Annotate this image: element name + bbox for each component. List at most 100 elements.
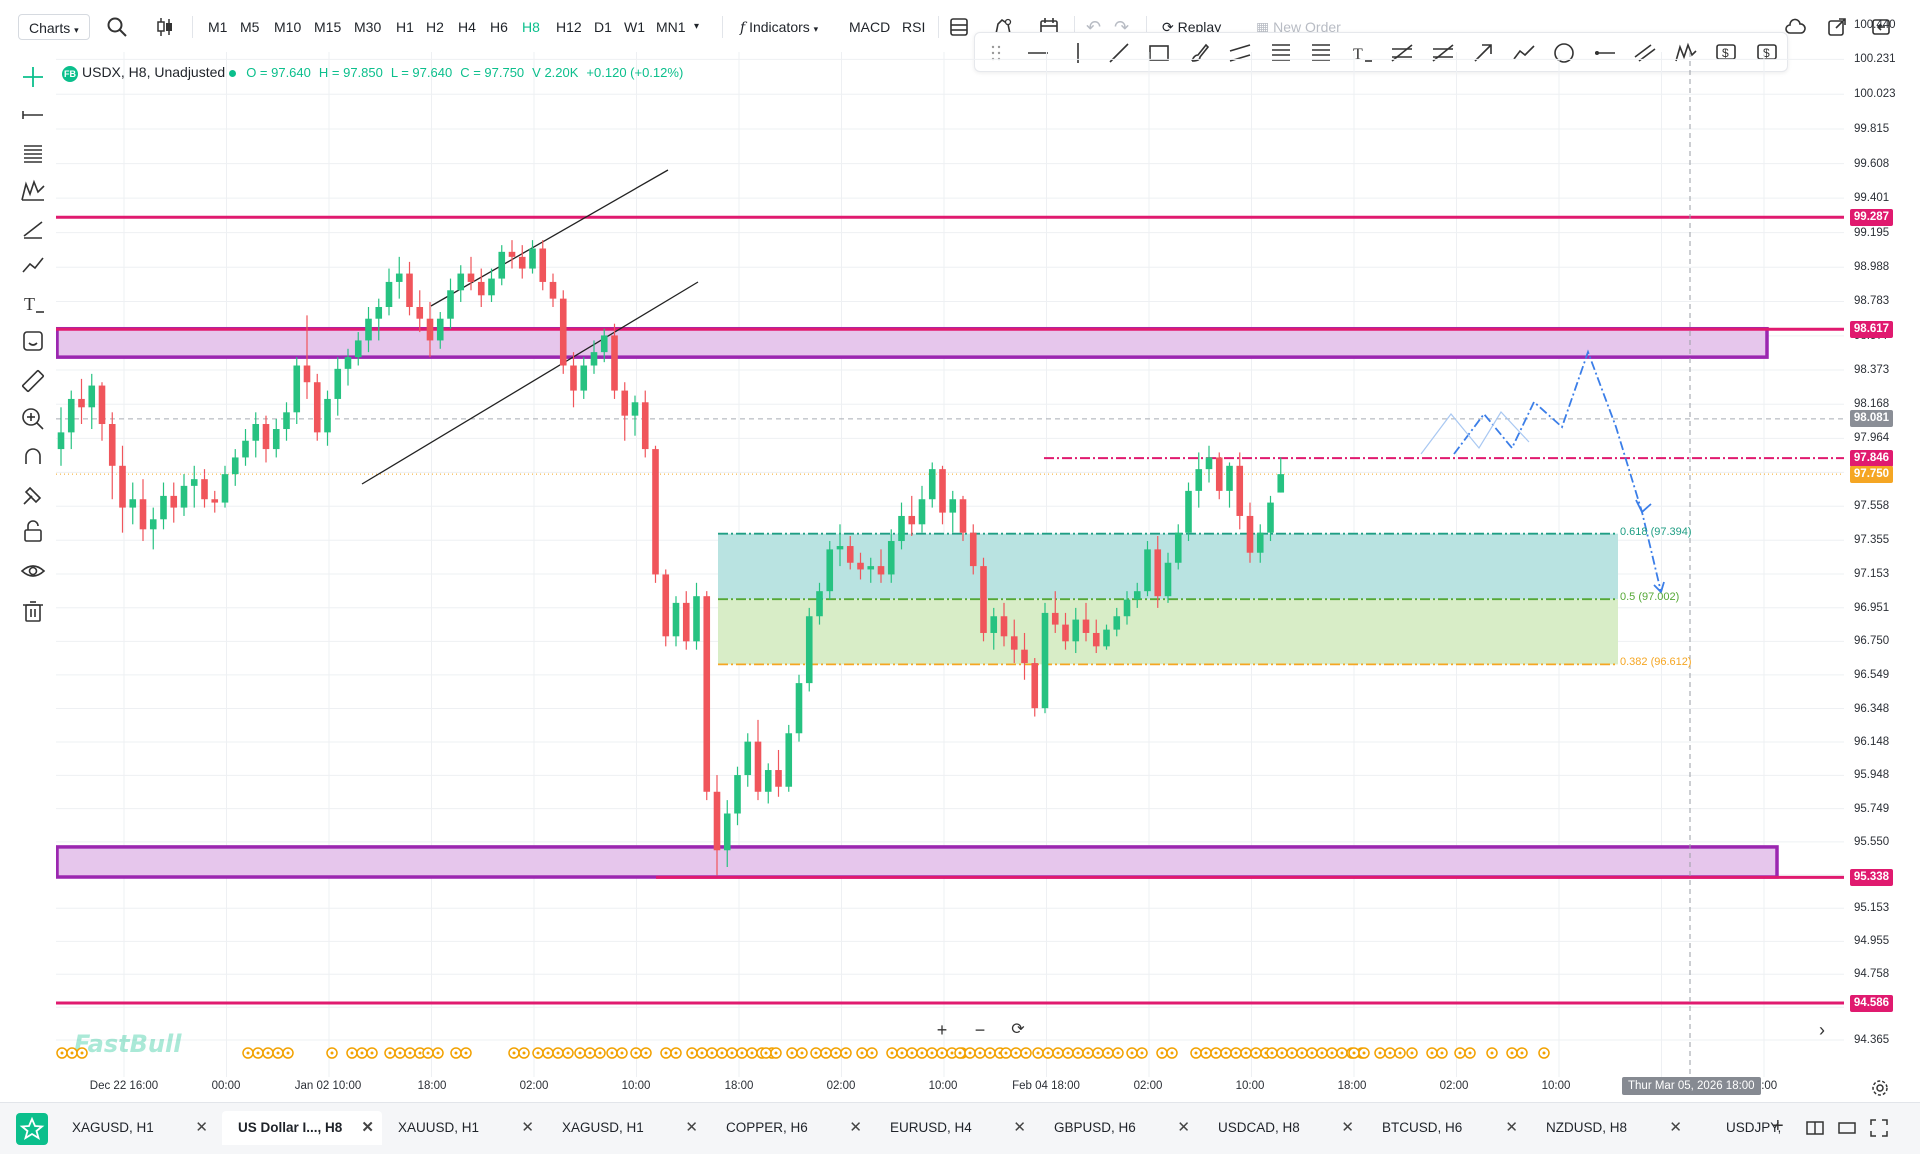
timeframe-d1[interactable]: D1 [594, 19, 612, 35]
templates-button[interactable] [948, 16, 970, 38]
chart-settings-button[interactable] [1870, 1078, 1890, 1098]
candle-body[interactable] [959, 499, 967, 533]
chart-type-button[interactable] [154, 16, 176, 38]
candle-body[interactable] [908, 515, 916, 525]
candle-body[interactable] [1174, 532, 1182, 563]
candle-body[interactable] [744, 741, 752, 776]
visibility-icon[interactable] [20, 558, 46, 584]
candle-body[interactable] [518, 256, 526, 269]
candle-body[interactable] [754, 741, 762, 792]
fib-extension-icon[interactable] [1309, 41, 1333, 65]
gann-icon[interactable] [1431, 41, 1455, 65]
brush-icon[interactable] [1188, 41, 1212, 65]
candle-body[interactable] [990, 616, 998, 633]
zoom-in-button[interactable]: + [936, 1020, 948, 1040]
candle-body[interactable] [365, 318, 372, 341]
candle-body[interactable] [1000, 616, 1008, 637]
indicators-button[interactable]: f Indicators ▾ [740, 14, 818, 40]
timeframe-h8[interactable]: H8 [522, 19, 540, 35]
fib-tools-icon[interactable] [20, 140, 46, 166]
timeframe-h1[interactable]: H1 [396, 19, 414, 35]
wedge-lower-trendline[interactable] [361, 281, 699, 485]
candle-body[interactable] [928, 469, 936, 500]
candle-body[interactable] [354, 340, 362, 358]
candle-body[interactable] [108, 424, 116, 466]
candle-body[interactable] [580, 365, 588, 391]
candle-body[interactable] [980, 566, 987, 633]
zoom-icon[interactable] [20, 406, 46, 432]
candle-body[interactable] [1154, 549, 1162, 597]
layout-button[interactable] [1806, 1119, 1824, 1137]
candle-body[interactable] [160, 495, 167, 520]
candle-body[interactable] [590, 352, 598, 366]
candle-body[interactable] [723, 813, 731, 851]
candle-body[interactable] [764, 770, 772, 792]
candle-body[interactable] [652, 449, 659, 575]
charts-menu-button[interactable]: Charts ▾ [18, 14, 90, 40]
candle-body[interactable] [119, 465, 126, 508]
candle-body[interactable] [395, 273, 403, 282]
candlestick-chart[interactable] [56, 52, 1844, 1077]
candle-body[interactable] [939, 469, 946, 513]
candle-body[interactable] [1267, 502, 1274, 533]
candle-body[interactable] [180, 485, 188, 508]
candle-body[interactable] [98, 385, 106, 425]
scroll-to-latest-chevron-icon[interactable]: › [1819, 1020, 1825, 1040]
candle-body[interactable] [1041, 612, 1049, 709]
ray-icon[interactable] [1593, 41, 1617, 65]
expand-button[interactable] [1870, 1119, 1888, 1137]
candle-body[interactable] [682, 602, 690, 642]
candle-body[interactable] [836, 546, 844, 550]
close-icon[interactable]: ✕ [1669, 1119, 1682, 1136]
watchlist-button[interactable] [16, 1113, 48, 1145]
cloud-sync-button[interactable] [1784, 16, 1806, 38]
trend-tools-icon[interactable] [20, 216, 46, 242]
candle-body[interactable] [1031, 663, 1039, 709]
timeframe-m30[interactable]: M30 [354, 19, 382, 35]
delete-icon[interactable] [20, 598, 46, 624]
timeframe-h6[interactable]: H6 [490, 19, 508, 35]
price-scale[interactable]: 100.440 100.231 100.023 99.815 99.608 99.401 9… [1844, 19, 1920, 1077]
pitchfork-icon[interactable] [1390, 41, 1414, 65]
unlock-icon[interactable] [20, 518, 46, 544]
candle-body[interactable] [949, 499, 957, 513]
timeframe-w1[interactable]: W1 [624, 19, 645, 35]
close-icon[interactable]: ✕ [361, 1119, 374, 1136]
candle-body[interactable] [846, 546, 854, 563]
rectangle-icon[interactable] [1147, 41, 1171, 65]
candle-body[interactable] [662, 574, 670, 637]
candle-body[interactable] [67, 398, 75, 433]
tab-btcusd-h6[interactable]: BTCUSD, H6 ✕ [1366, 1111, 1526, 1145]
candle-body[interactable] [57, 432, 65, 450]
lock-drawings-icon[interactable] [20, 482, 46, 508]
circle-icon[interactable] [1552, 41, 1576, 65]
timeframe-more-chevron-icon[interactable]: ▾ [694, 21, 700, 32]
candle-body[interactable] [78, 398, 85, 408]
candle-body[interactable] [488, 278, 495, 296]
candle-body[interactable] [734, 775, 741, 814]
candle-body[interactable] [1133, 591, 1141, 600]
candle-body[interactable] [88, 385, 96, 408]
candle-body[interactable] [252, 424, 260, 441]
candle-body[interactable] [477, 281, 485, 296]
parallel-channel-icon[interactable] [1228, 41, 1252, 65]
timeframe-mn1[interactable]: MN1 [656, 19, 686, 35]
candle-body[interactable] [1144, 549, 1151, 592]
candle-body[interactable] [1062, 624, 1069, 642]
timeframe-h12[interactable]: H12 [556, 19, 582, 35]
candle-body[interactable] [1277, 474, 1285, 493]
candle-body[interactable] [1215, 457, 1223, 491]
candle-body[interactable] [303, 365, 311, 383]
candle-body[interactable] [1205, 457, 1213, 470]
candle-body[interactable] [805, 616, 813, 684]
candle-body[interactable] [221, 474, 229, 503]
candle-body[interactable] [190, 479, 198, 486]
ruler-icon[interactable] [20, 368, 46, 394]
candle-body[interactable] [457, 273, 465, 291]
candle-body[interactable] [283, 412, 290, 430]
fib-retracement-icon[interactable] [1269, 41, 1293, 65]
search-button[interactable] [106, 16, 128, 38]
tab-gbpusd-h6[interactable]: GBPUSD, H6 ✕ [1038, 1111, 1198, 1145]
fib-zone-lower[interactable] [718, 599, 1618, 665]
close-icon[interactable]: ✕ [1013, 1119, 1026, 1136]
